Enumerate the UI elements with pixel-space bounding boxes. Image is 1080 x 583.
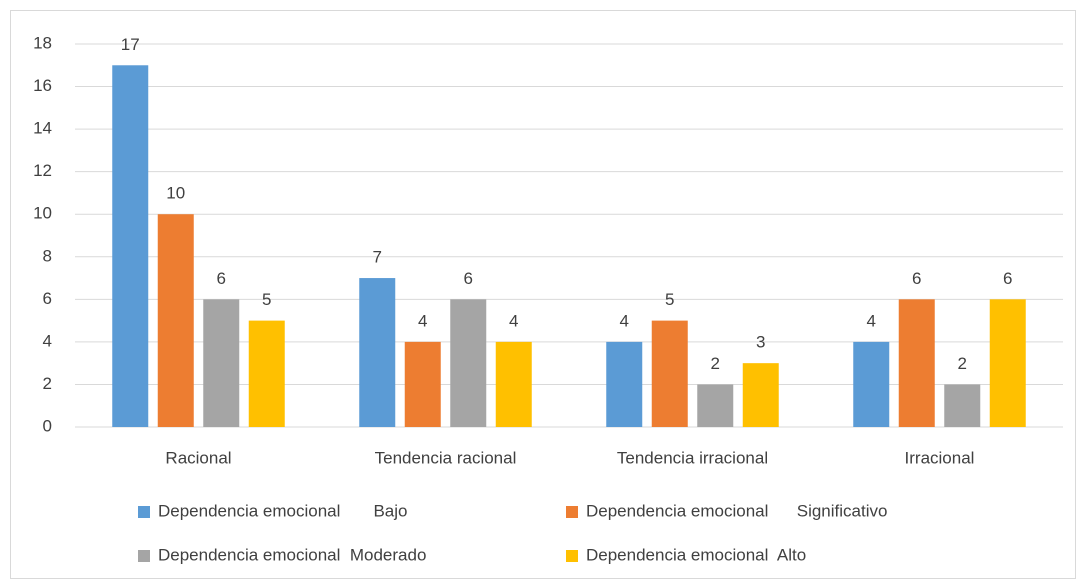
data-label: 4 [418,311,427,330]
y-tick-label: 18 [33,33,52,52]
legend-label: Dependencia emocional Alto [586,545,806,564]
data-label: 6 [1003,269,1012,288]
legend-swatch [138,506,150,518]
data-label: 6 [464,269,473,288]
legend-label: Dependencia emocional Bajo [158,501,408,520]
data-label: 4 [509,311,518,330]
data-label: 7 [373,248,382,267]
y-tick-label: 6 [43,289,52,308]
x-tick-label: Racional [165,448,231,467]
data-label: 4 [620,311,629,330]
x-tick-label: Tendencia racional [375,448,517,467]
y-tick-label: 12 [33,161,52,180]
bar [989,299,1026,427]
bar [495,341,532,427]
data-label: 5 [262,290,271,309]
x-tick-label: Tendencia irracional [617,448,768,467]
bar [157,214,194,427]
bar [450,299,487,427]
bar [697,384,734,427]
y-tick-label: 8 [43,246,52,265]
legend-swatch [138,550,150,562]
data-label: 2 [711,354,720,373]
data-label: 4 [867,311,876,330]
legend-label: Dependencia emocional Moderado [158,545,426,564]
data-label: 17 [121,35,140,54]
bar [112,65,149,428]
y-tick-label: 2 [43,374,52,393]
legend-label: Dependencia emocional Significativo [586,501,887,520]
data-label: 6 [912,269,921,288]
bar [606,341,643,427]
y-tick-label: 16 [33,76,52,95]
bar [853,341,890,427]
y-tick-label: 4 [43,331,52,350]
data-label: 6 [217,269,226,288]
bar [651,320,688,427]
y-tick-label: 0 [43,416,52,435]
x-tick-label: Irracional [905,448,975,467]
bar [404,341,441,427]
bar [203,299,240,427]
bar [944,384,981,427]
legend-swatch [566,550,578,562]
data-label: 3 [756,333,765,352]
bar [359,278,396,427]
bar [742,363,779,427]
data-label: 5 [665,290,674,309]
y-tick-label: 10 [33,204,52,223]
data-label: 2 [958,354,967,373]
data-label: 10 [166,184,185,203]
y-tick-label: 14 [33,119,52,138]
bar [248,320,285,427]
legend-swatch [566,506,578,518]
bar [898,299,935,427]
